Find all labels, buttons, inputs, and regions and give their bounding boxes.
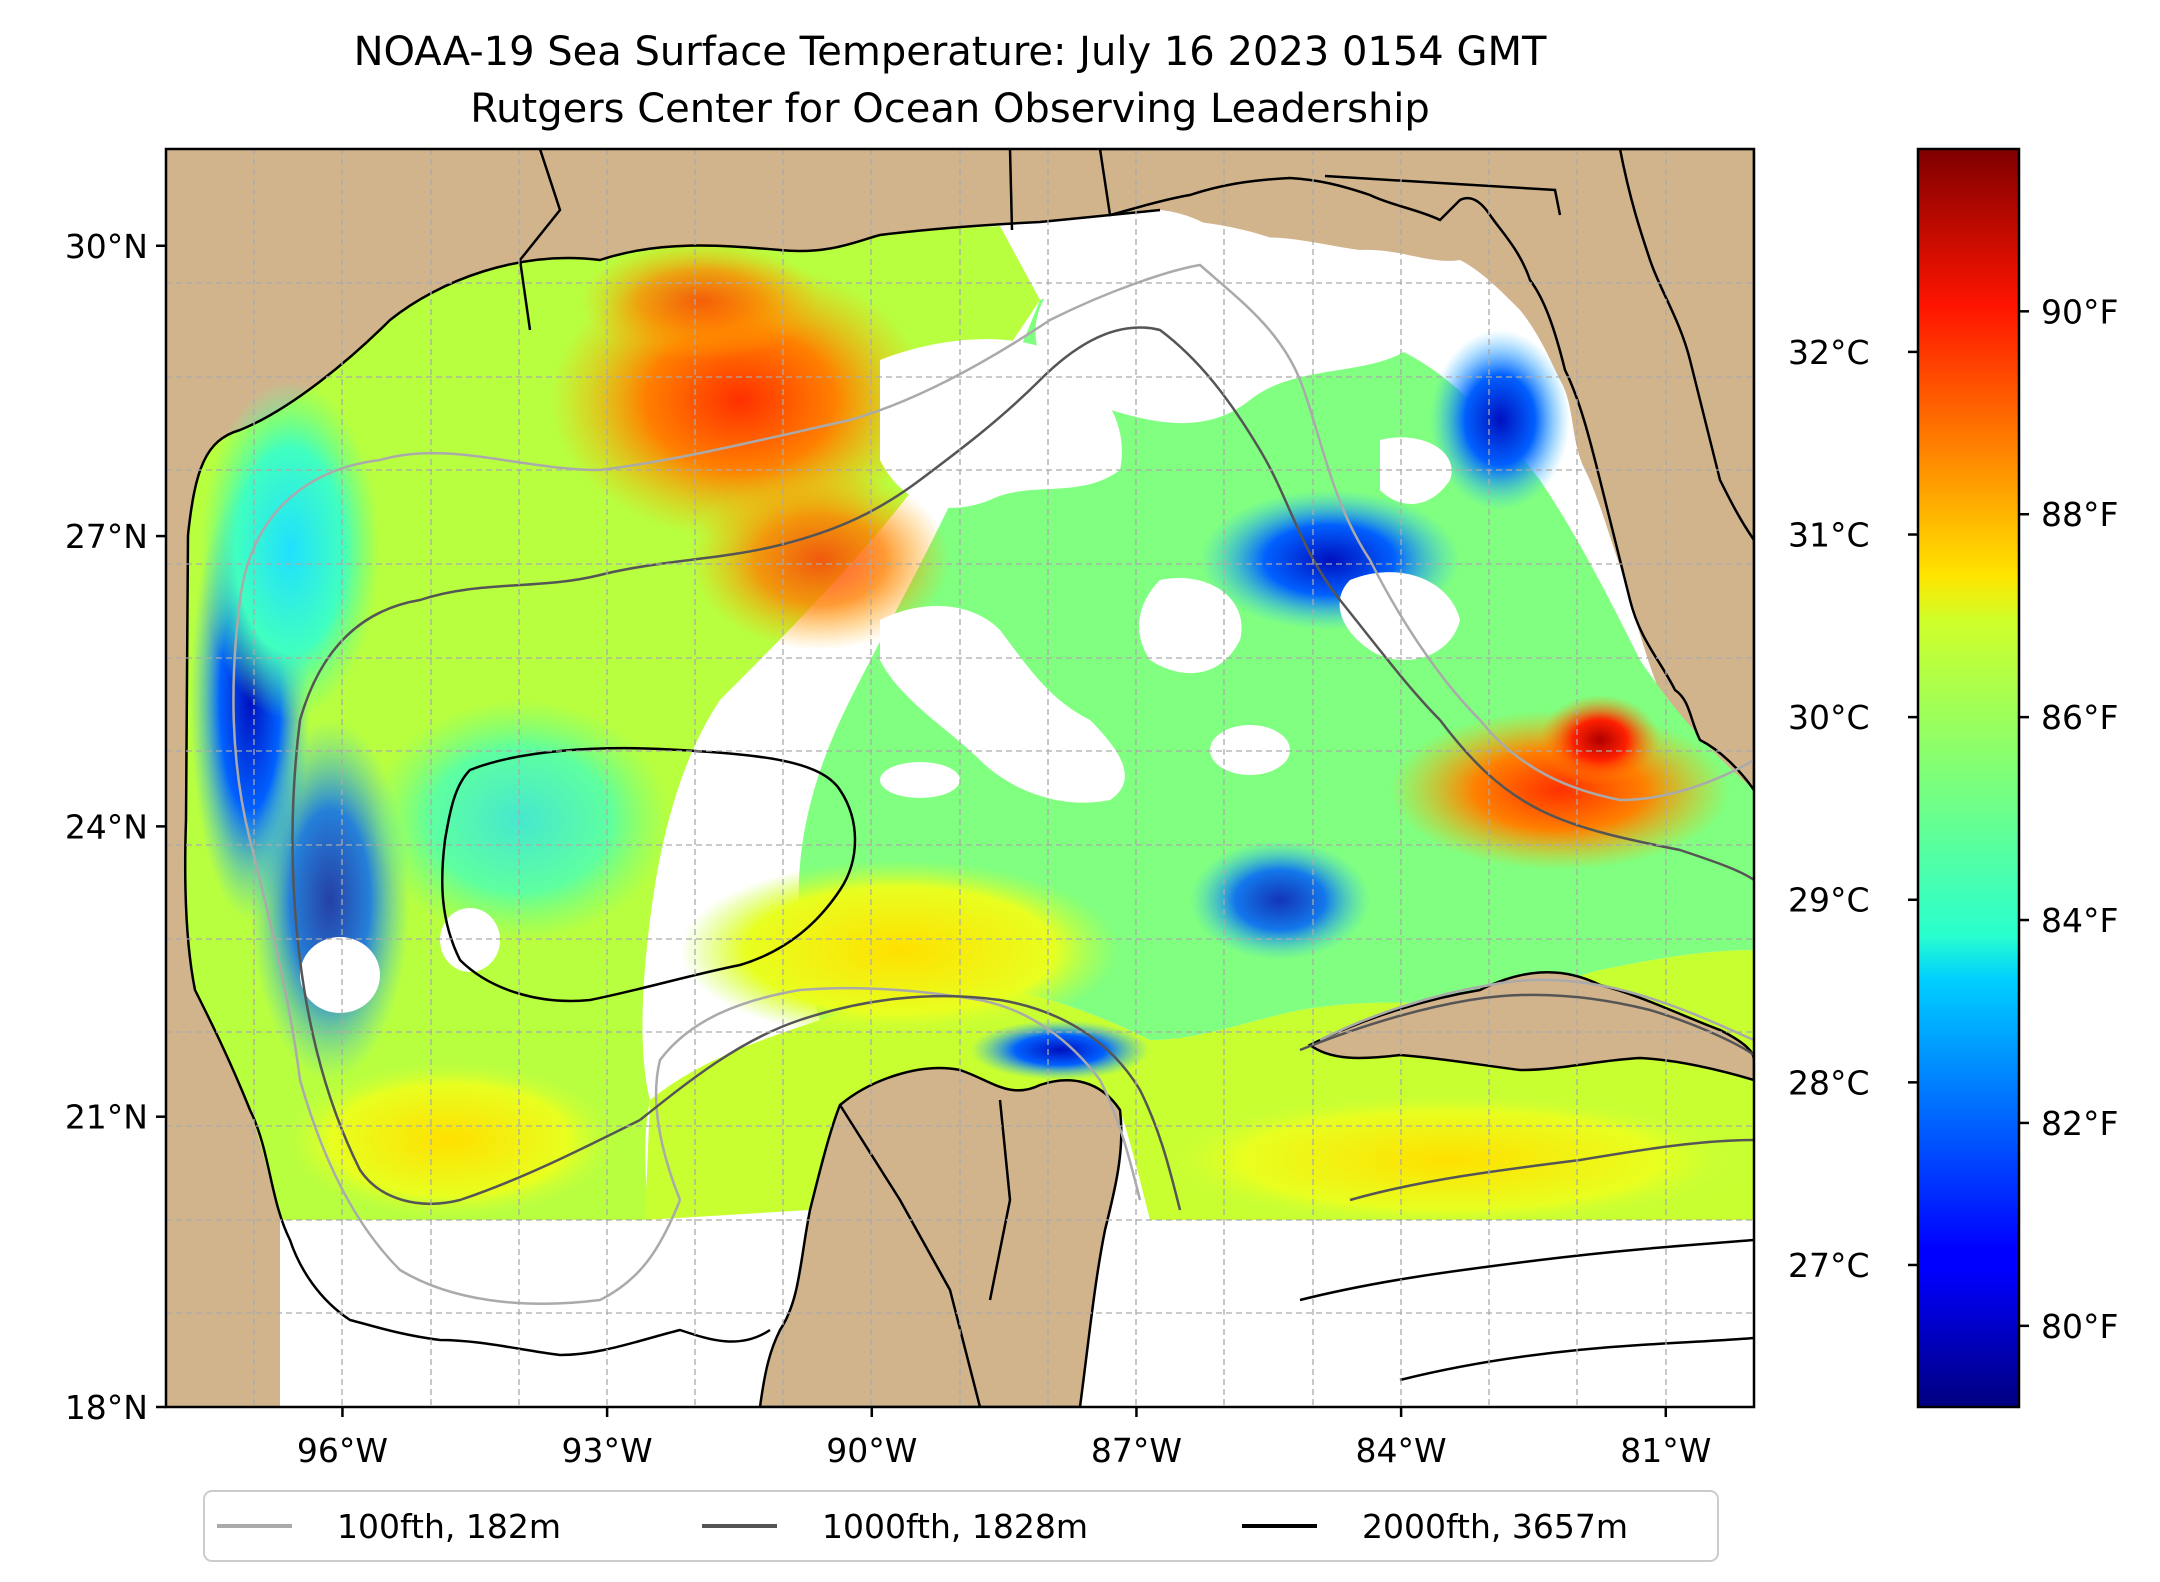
land-masses [758,149,1754,1407]
cbar-f-tick-label-5: 90°F [2041,292,2118,331]
contour-1000fth-south [639,994,1182,1211]
sst-hot-coast [580,240,820,360]
sst-cool-florida-coast [1430,330,1570,510]
contour-2000fth-caribbean-2 [1399,1336,1754,1382]
country-border-1 [518,149,562,331]
legend-label-2000fth: 2000fth, 3657m [1362,1507,1628,1546]
cloud-west-1 [300,937,380,1013]
lat-tick-label-4: 30°N [65,227,148,266]
cloud-central [880,606,1125,803]
colorbar-celsius-ticks: 27°C 28°C 29°C 30°C 31°C 32°C [1788,333,1918,1285]
state-border-fl [1324,174,1562,216]
cbar-c-tick-label-3: 30°C [1788,698,1870,737]
lat-tick-label-1: 21°N [65,1098,148,1137]
lat-tick-label-0: 18°N [65,1388,148,1427]
cbar-c-tick-label-0: 27°C [1788,1246,1870,1285]
contour-1000fth-cuba [1299,993,1754,1057]
sst-cyan-central [370,700,670,940]
land-yucatan [758,1066,1123,1407]
bathymetry-1000fth [291,326,1754,1211]
cbar-f-tick-label-3: 86°F [2041,698,2118,737]
land-florida [1098,149,1754,793]
lon-tick-label-5: 81°W [1620,1431,1711,1470]
sst-yellow-south [280,1060,620,1220]
contour-100fth-yucatan [654,986,1142,1201]
legend-label-1000fth: 1000fth, 1828m [822,1507,1088,1546]
coastline-gulf-north-west [186,208,1161,536]
cloud-central-2 [880,762,960,798]
cbar-f-tick-label-2: 84°F [2041,901,2118,940]
contour-legend: 100fth, 182m 1000fth, 1828m 2000fth, 365… [203,1490,1719,1562]
cloud-east-4 [1210,725,1290,775]
chart-title-line-1: NOAA-19 Sea Surface Temperature: July 16… [354,29,1547,75]
coastline-mexico [183,534,771,1357]
cloud-east-1 [1139,578,1242,674]
cbar-f-tick-label-1: 82°F [2041,1104,2118,1143]
contour-1000fth-florida [1439,719,1754,882]
lon-tick-label-1: 93°W [562,1431,653,1470]
country-border-2 [1008,149,1014,231]
cloud-northeast [1035,218,1420,424]
longitude-ticks: 96°W 93°W 90°W 87°W 84°W 81°W [297,1407,1711,1470]
land-florida-peninsula [1618,149,1754,543]
contour-1000fth-caribbean [1349,1138,1754,1202]
lon-tick-label-3: 87°W [1091,1431,1182,1470]
contour-2000fth-caribbean [1299,1238,1754,1302]
sst-hot-florida-bay [1540,695,1660,785]
lat-tick-label-2: 24°N [65,807,148,846]
cbar-c-tick-label-4: 31°C [1788,516,1870,555]
sst-hot-north-2 [690,470,950,650]
sst-yellow-central [680,860,1120,1040]
lat-tick-label-3: 27°N [65,517,148,556]
chart-title-line-2: Rutgers Center for Ocean Observing Leade… [470,86,1430,132]
bathymetry-100fth [232,263,1754,1305]
cbar-f-tick-label-0: 80°F [2041,1307,2118,1346]
sst-cool-yucatan [970,1020,1150,1080]
legend-frame [203,1490,1719,1562]
contour-100fth-main [238,263,1754,802]
sst-field [185,226,1754,1230]
contour-100fth-cuba [1319,978,1754,1042]
legend-label-100fth: 100fth, 182m [337,1507,561,1546]
colorbar [1916,147,2021,1409]
lon-tick-label-2: 90°W [826,1431,917,1470]
cbar-c-tick-label-2: 29°C [1788,881,1870,920]
cloud-west-2 [440,908,500,972]
lon-tick-label-0: 96°W [297,1431,388,1470]
sst-cyan-west [200,380,380,720]
cbar-c-tick-label-5: 32°C [1788,333,1870,372]
lon-tick-label-4: 84°W [1356,1431,1447,1470]
cloud-east-3 [1380,437,1452,504]
coastlines [183,149,1562,1407]
latitude-ticks: 18°N 21°N 24°N 27°N 30°N [65,227,166,1427]
map-graticule [166,149,1754,1407]
map-panel [166,149,1754,1407]
colorbar-fahrenheit-ticks: 80°F 82°F 84°F 86°F 88°F 90°F [2019,292,2118,1346]
cbar-c-tick-label-1: 28°C [1788,1063,1870,1102]
contour-100fth-west [232,599,682,1305]
cbar-f-tick-label-4: 88°F [2041,495,2118,534]
country-border-guatemala [838,1104,982,1407]
contour-1000fth-west [291,719,641,1205]
sst-cool-east-2 [1190,840,1370,960]
map-frame [164,147,1756,1409]
sst-yellow-caribbean [1150,1090,1750,1230]
contour-1000fth-main [298,326,1441,721]
country-border-3 [988,1099,1012,1301]
